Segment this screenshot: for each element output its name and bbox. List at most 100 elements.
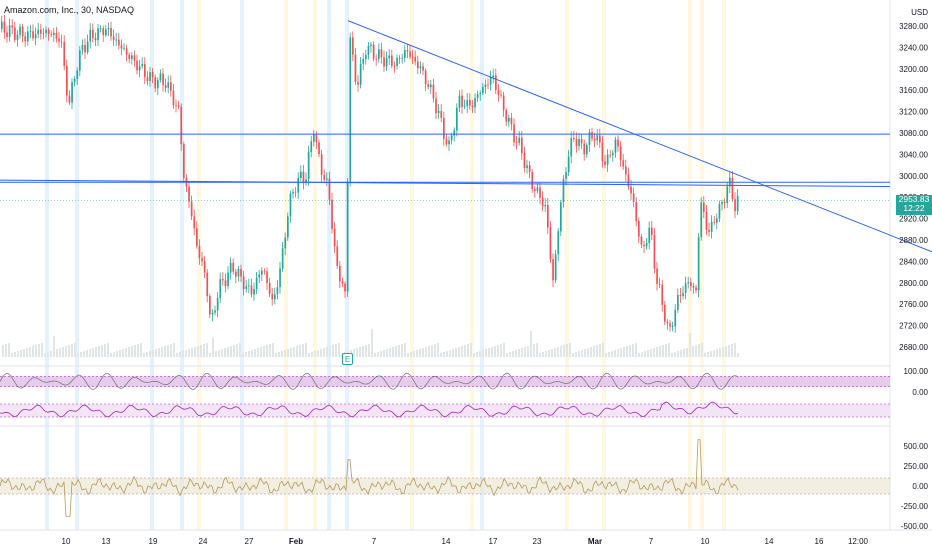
candle-body — [14, 27, 16, 40]
candle-body — [453, 130, 456, 136]
price-tick-label: 3120.00 — [899, 108, 928, 117]
volume-bar — [491, 347, 493, 357]
volume-bar — [731, 344, 733, 357]
candle-body — [159, 73, 162, 81]
candle-body — [482, 86, 484, 93]
candle-body — [541, 197, 544, 207]
candle-body — [448, 140, 450, 145]
volume-bar — [41, 343, 43, 357]
candle-body — [456, 107, 458, 131]
candle-body — [245, 286, 248, 290]
volume-bar — [71, 344, 73, 357]
candle-body — [640, 236, 643, 245]
volume-bar — [362, 346, 364, 357]
volume-bar — [608, 352, 610, 357]
oscillator-2-line — [0, 401, 739, 418]
volume-bar — [299, 345, 301, 357]
candle-body — [690, 282, 692, 286]
volume-bar — [29, 347, 31, 357]
volume-bar — [407, 353, 409, 357]
volume-bar — [422, 348, 424, 357]
volume-bar — [308, 353, 310, 357]
candle-body — [417, 61, 419, 69]
volume-bar — [221, 349, 223, 357]
volume-bar — [734, 343, 736, 357]
oscillator-1-tick: 0.00 — [912, 388, 928, 397]
candle-body — [97, 28, 99, 41]
candle-body — [469, 99, 471, 106]
time-tick-label: Mar — [588, 537, 602, 546]
candle-body — [388, 55, 391, 59]
candle-body — [115, 39, 118, 41]
volume-bar — [293, 347, 295, 357]
volume-bar — [446, 351, 448, 357]
candle-body — [250, 285, 253, 295]
candle-body — [172, 90, 175, 106]
candle-body — [531, 171, 534, 190]
candle-body — [391, 55, 393, 66]
volume-bar — [239, 343, 241, 357]
volume-bar — [287, 349, 289, 357]
earnings-badge[interactable]: E — [342, 353, 353, 365]
price-tick-label: 2880.00 — [899, 236, 928, 245]
volume-bar — [176, 353, 178, 357]
candle-body — [222, 279, 224, 281]
volume-bar — [32, 346, 34, 357]
candle-body — [206, 272, 209, 297]
candle-body — [651, 227, 653, 236]
candle-body — [656, 268, 658, 284]
candle-body — [339, 265, 341, 282]
candle-body — [27, 31, 29, 42]
candle-body — [120, 45, 123, 49]
volume-bar — [716, 349, 718, 357]
candle-body — [362, 59, 365, 64]
volume-bar — [275, 353, 277, 357]
volume-bar — [125, 348, 127, 357]
candle-body — [263, 270, 266, 272]
volume-bar — [65, 346, 67, 357]
volume-bar — [383, 350, 385, 357]
volume-bar — [575, 352, 577, 357]
volume-bar — [365, 345, 367, 357]
candle-body — [300, 171, 302, 178]
volume-bar — [119, 350, 121, 357]
volume-bar — [368, 344, 370, 357]
volume-bar — [80, 352, 82, 357]
candle-body — [547, 204, 549, 228]
candle-body — [596, 135, 599, 141]
volume-bar — [356, 348, 358, 357]
candle-body — [554, 254, 557, 281]
volume-bar — [242, 353, 244, 357]
volume-bar — [623, 347, 625, 357]
volume-bar — [209, 353, 211, 357]
volume-bar — [374, 353, 376, 357]
oscillator-3-line — [0, 439, 739, 517]
candle-body — [687, 282, 690, 284]
candle-body — [617, 139, 619, 147]
price-tick-label: 2680.00 — [899, 343, 928, 352]
volume-bar — [686, 348, 688, 357]
volume-bar — [620, 348, 622, 357]
candle-body — [380, 49, 383, 58]
time-tick-label: 23 — [533, 537, 542, 546]
candle-body — [102, 28, 105, 36]
candle-body — [63, 41, 66, 66]
candle-body — [552, 259, 554, 281]
session-stripe — [313, 0, 317, 530]
volume-bar — [206, 343, 208, 357]
candle-body — [632, 193, 635, 202]
volume-bar — [521, 348, 523, 357]
candle-body — [19, 26, 21, 35]
candle-body — [211, 312, 214, 315]
candle-body — [713, 221, 716, 223]
candle-body — [599, 135, 601, 143]
volume-bar — [131, 346, 133, 357]
candle-body — [396, 57, 398, 66]
volume-bar — [380, 351, 382, 357]
candle-body — [401, 57, 404, 59]
volume-bar — [677, 351, 679, 357]
price-tick-label: 2760.00 — [899, 300, 928, 309]
volume-bar — [665, 344, 667, 357]
volume-bar — [473, 353, 475, 357]
